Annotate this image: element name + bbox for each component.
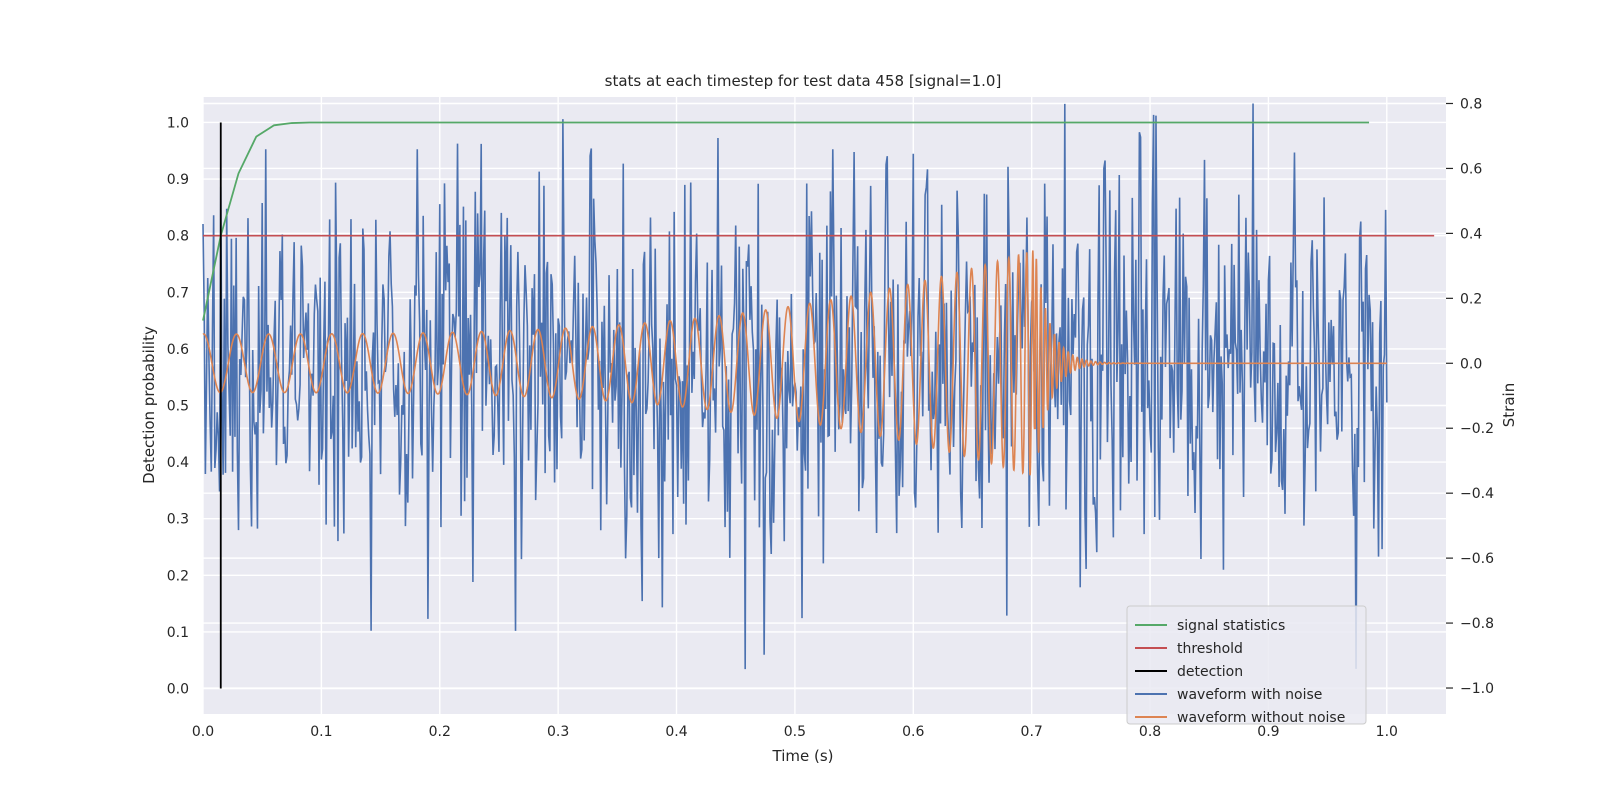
y-right-tick-label: 0.2 [1460, 291, 1482, 307]
y-left-tick-label: 0.5 [167, 399, 189, 415]
x-tick-label: 0.7 [1021, 724, 1043, 740]
x-tick-label: 1.0 [1376, 724, 1398, 740]
x-axis-label: Time (s) [772, 747, 834, 765]
x-tick-label: 0.5 [784, 724, 806, 740]
y-axis-label-left: Detection probability [140, 326, 158, 484]
y-right-tick-label: −1.0 [1460, 681, 1494, 697]
y-right-tick-label: −0.6 [1460, 551, 1494, 567]
y-left-tick-label: 0.3 [167, 512, 189, 528]
y-right-tick-label: 0.0 [1460, 356, 1482, 372]
x-tick-label: 0.3 [547, 724, 569, 740]
y-left-tick-label: 0.9 [167, 172, 189, 188]
y-right-tick-label: −0.2 [1460, 421, 1494, 437]
y-left-tick-label: 0.7 [167, 285, 189, 301]
y-right-tick-label: −0.4 [1460, 486, 1494, 502]
legend-label: waveform with noise [1177, 687, 1322, 703]
x-tick-label: 0.8 [1139, 724, 1161, 740]
legend-box [1126, 605, 1367, 725]
chart-title: stats at each timestep for test data 458… [605, 72, 1002, 90]
ticks: 0.0 0.1 0.2 0.3 0.4 0.5 0.6 0.7 0.8 0.9 1.0 0.0 0.1 0… [167, 96, 1494, 740]
y-axis-label-right: Strain [1500, 383, 1518, 427]
legend-label: waveform without noise [1177, 710, 1345, 726]
y-right-tick-label: 0.4 [1460, 226, 1482, 242]
y-right-tick-label: 0.8 [1460, 96, 1482, 112]
y-right-tick-label: 0.6 [1460, 161, 1482, 177]
x-tick-label: 0.9 [1257, 724, 1279, 740]
y-left-tick-label: 0.2 [167, 568, 189, 584]
y-left-tick-label: 1.0 [167, 115, 189, 131]
legend-label: signal statistics [1177, 618, 1285, 634]
y-right-tick-label: −0.8 [1460, 616, 1494, 632]
legend-label: detection [1177, 664, 1243, 680]
legend-label: threshold [1177, 641, 1243, 657]
signal-statistics-line [202, 121, 1370, 321]
x-tick-label: 0.1 [310, 724, 332, 740]
clean-waveform-line [202, 250, 1387, 476]
y-left-tick-label: 0.6 [167, 342, 189, 358]
x-tick-label: 0.2 [429, 724, 451, 740]
y-left-tick-label: 0.1 [167, 625, 189, 641]
legend: signal statistics threshold detection wavef… [1126, 605, 1367, 726]
y-left-tick-label: 0.8 [167, 229, 189, 245]
x-tick-label: 0.6 [902, 724, 924, 740]
series-layer [202, 103, 1435, 689]
y-left-tick-label: 0.4 [167, 455, 189, 471]
x-tick-label: 0.0 [192, 724, 214, 740]
x-tick-label: 0.4 [665, 724, 687, 740]
y-left-tick-label: 0.0 [167, 682, 189, 698]
